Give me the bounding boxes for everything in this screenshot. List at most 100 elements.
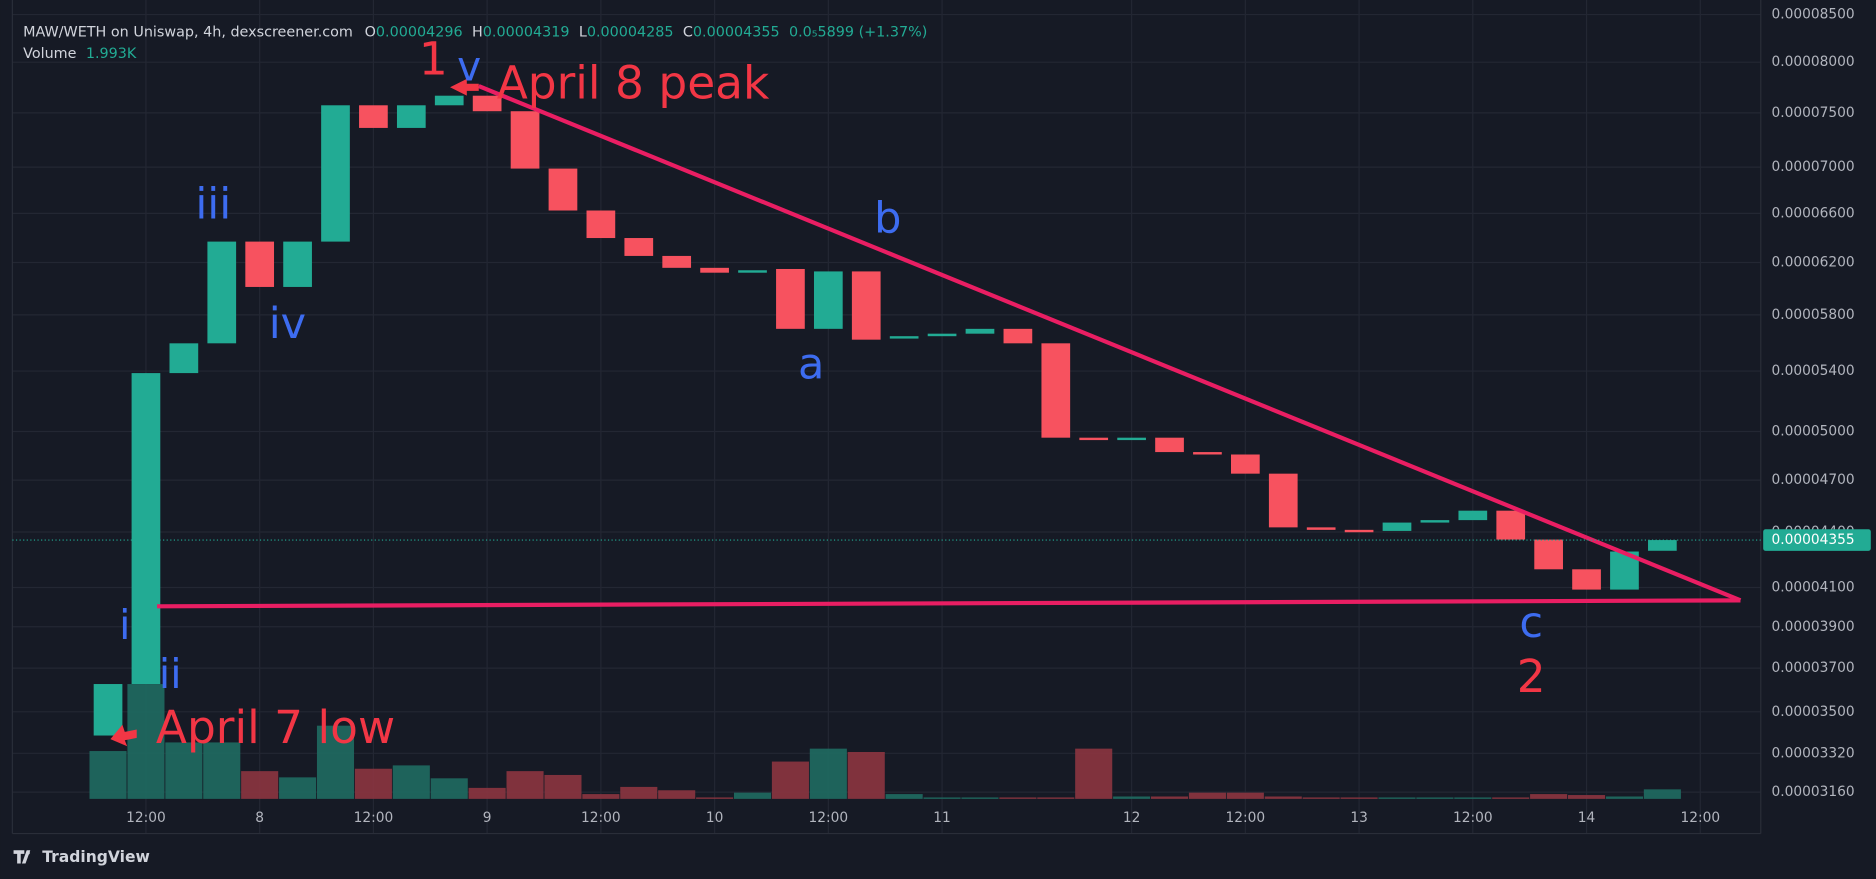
ohlc-label: H bbox=[472, 24, 483, 40]
x-tick-label: 12:00 bbox=[1226, 810, 1266, 826]
volume-pane bbox=[89, 684, 1681, 799]
candle-body bbox=[586, 210, 616, 239]
brand-name: TradingView bbox=[42, 848, 150, 866]
candle-body bbox=[1572, 569, 1601, 590]
x-tick-label: 12:00 bbox=[809, 810, 849, 826]
y-tick-label: 0.00003500 bbox=[1772, 704, 1855, 720]
candle-body bbox=[813, 271, 843, 329]
volume-bar bbox=[241, 771, 279, 799]
candle-body bbox=[1268, 473, 1298, 528]
ohlc-value: 0.00004355 bbox=[693, 24, 780, 40]
x-tick-label: 10 bbox=[706, 810, 724, 826]
x-tick-label: 11 bbox=[933, 810, 951, 826]
volume-bar bbox=[999, 797, 1037, 799]
x-tick-label: 12:00 bbox=[1453, 810, 1493, 826]
x-tick-label: 9 bbox=[483, 810, 492, 826]
volume-bar bbox=[771, 761, 809, 799]
volume-legend: Volume 1.993K bbox=[23, 46, 137, 62]
volume-bar bbox=[847, 751, 885, 799]
y-tick-label: 0.00003900 bbox=[1772, 619, 1855, 635]
arrow bbox=[110, 724, 137, 747]
candle-body bbox=[1003, 328, 1033, 344]
candle-body bbox=[1117, 437, 1146, 441]
volume-bar bbox=[923, 797, 961, 799]
candle-body bbox=[1344, 529, 1374, 533]
volume-bar bbox=[1416, 797, 1454, 799]
candle-body bbox=[1534, 539, 1563, 570]
x-tick-label: 14 bbox=[1578, 810, 1595, 826]
y-tick-label: 0.00007500 bbox=[1772, 105, 1855, 121]
brand-logo-dot bbox=[25, 850, 30, 855]
annotation: v bbox=[457, 42, 481, 90]
x-tick-label: 12 bbox=[1123, 810, 1141, 826]
candle-body bbox=[1306, 527, 1336, 530]
volume-bar bbox=[658, 790, 696, 799]
volume-bar bbox=[354, 768, 392, 799]
candle-body bbox=[1496, 510, 1526, 540]
candle-body bbox=[1079, 437, 1109, 441]
annotation: i bbox=[119, 601, 130, 649]
volume-bar bbox=[1340, 797, 1378, 799]
y-tick-label: 0.00005400 bbox=[1772, 363, 1855, 379]
brand-logo bbox=[13, 850, 31, 864]
x-tick-label: 13 bbox=[1350, 810, 1367, 826]
volume-bar bbox=[1605, 796, 1643, 799]
volume-bar bbox=[1643, 789, 1681, 799]
y-tick-label: 0.00004100 bbox=[1772, 579, 1855, 595]
volume-bar bbox=[165, 742, 203, 799]
y-tick-label: 0.00003320 bbox=[1772, 745, 1855, 761]
x-tick-label: 12:00 bbox=[126, 810, 166, 826]
candle-body bbox=[169, 343, 199, 374]
last-price-box bbox=[1763, 529, 1871, 551]
annotation: April 7 low bbox=[156, 701, 395, 754]
candle-body bbox=[434, 95, 464, 106]
ohlc-label: L bbox=[579, 24, 587, 40]
volume-bar bbox=[392, 765, 430, 799]
arrow bbox=[450, 78, 479, 96]
candle-body bbox=[776, 268, 805, 329]
x-tick-label: 12:00 bbox=[581, 810, 621, 826]
y-tick-label: 0.00008000 bbox=[1772, 54, 1855, 70]
volume-bar bbox=[1113, 796, 1151, 799]
y-tick-label: 0.00005000 bbox=[1772, 424, 1855, 440]
annotation: a bbox=[798, 340, 824, 390]
volume-bar bbox=[961, 797, 999, 799]
ohlc-label: O bbox=[365, 24, 376, 40]
candle-body bbox=[624, 238, 654, 256]
candle-body bbox=[851, 271, 881, 340]
volume-bar bbox=[89, 751, 127, 799]
volume-bar bbox=[316, 725, 355, 799]
volume-bar bbox=[544, 774, 582, 799]
candle-body bbox=[548, 168, 578, 211]
y-tick-label: 0.00003700 bbox=[1772, 660, 1855, 676]
volume-bar bbox=[1530, 794, 1568, 799]
volume-label: Volume bbox=[23, 46, 77, 62]
annotation: iii bbox=[195, 179, 231, 229]
candle-body bbox=[321, 105, 350, 242]
candle-body bbox=[1382, 522, 1412, 531]
volume-bar bbox=[620, 786, 658, 799]
candle-body bbox=[396, 105, 426, 128]
candle-body bbox=[965, 328, 995, 334]
volume-bar bbox=[1150, 796, 1189, 799]
annotation: ii bbox=[159, 650, 182, 698]
volume-bar bbox=[1188, 792, 1226, 799]
x-tick-label: 12:00 bbox=[354, 810, 394, 826]
volume-bar bbox=[1454, 797, 1492, 799]
candle-body bbox=[889, 336, 919, 339]
candle-body bbox=[283, 241, 312, 287]
candle-body bbox=[662, 255, 692, 268]
volume-bar bbox=[1378, 797, 1416, 799]
candle-body bbox=[700, 267, 729, 273]
y-tick-label: 0.00008500 bbox=[1772, 7, 1855, 23]
volume-bar bbox=[733, 792, 772, 799]
trendlines bbox=[110, 78, 1742, 747]
annotation: 2 bbox=[1517, 650, 1546, 703]
ohlc-label: C bbox=[683, 24, 693, 40]
volume-bar bbox=[1037, 797, 1075, 799]
volume-bar bbox=[809, 748, 847, 799]
